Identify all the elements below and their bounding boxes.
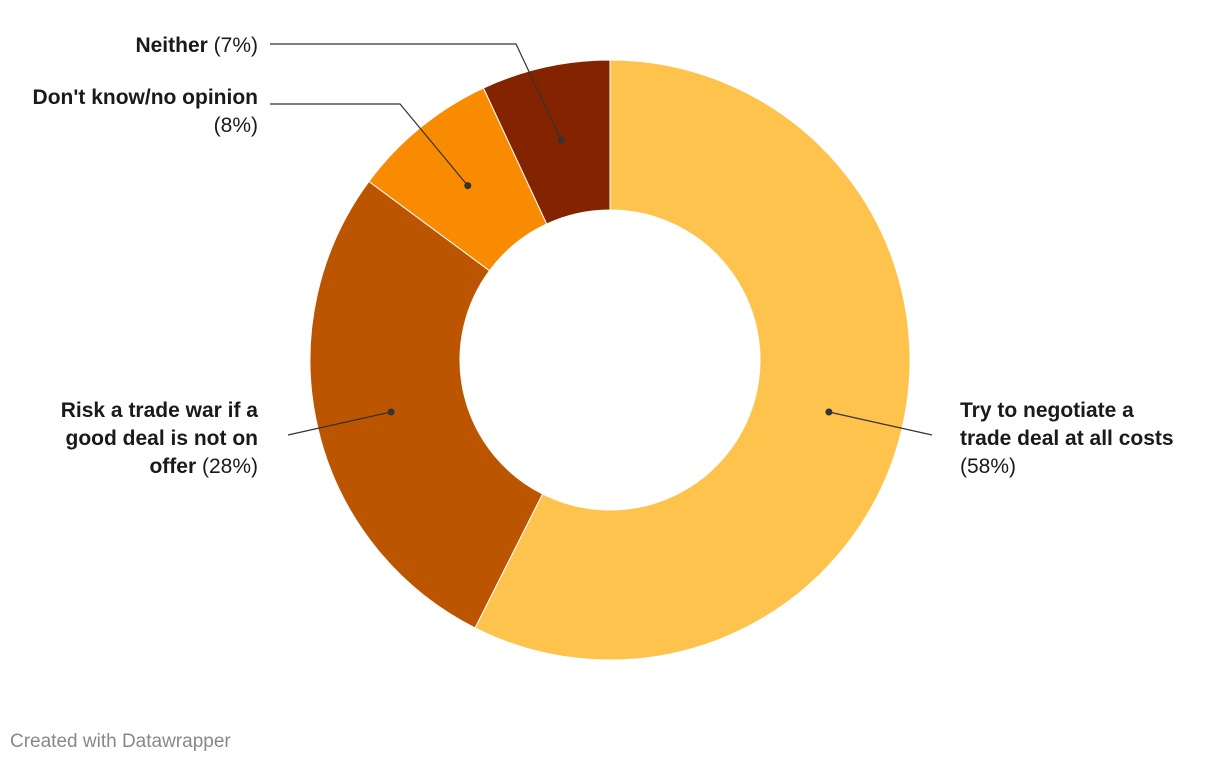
anchor-dot-don-t-know-no-opinion — [464, 182, 472, 190]
slice-try-to-negotiate-a-trade-deal-at-all-costs — [474, 59, 911, 661]
leader-line-don-t-know-no-opinion — [270, 103, 469, 187]
credit-footer: Created with Datawrapper — [10, 731, 231, 752]
anchor-dot-risk-a-trade-war-if-a-good-deal-is-not-on-offer — [387, 408, 395, 416]
label-don-t-know-no-opinion: Don't know/no opinion (8%) — [33, 86, 258, 137]
slice-neither — [482, 59, 611, 225]
leader-line-try-to-negotiate-a-trade-deal-at-all-costs — [828, 411, 933, 436]
label-risk-a-trade-war-if-a-good-deal-is-not-on-offer: Risk a trade war if a good deal is not on… — [61, 399, 259, 478]
slice-labels: Try to negotiate a trade deal at all cost… — [33, 34, 1174, 478]
anchor-dot-neither — [557, 136, 565, 144]
value-label-neither: (7%) — [208, 34, 258, 57]
leader-lines — [270, 43, 933, 436]
slices — [309, 59, 911, 661]
anchor-dot-try-to-negotiate-a-trade-deal-at-all-costs — [825, 408, 833, 416]
value-label-risk-a-trade-war-if-a-good-deal-is-not-on-offer: (28%) — [196, 455, 258, 478]
label-try-to-negotiate-a-trade-deal-at-all-costs: Try to negotiate a trade deal at all cost… — [960, 399, 1174, 478]
leader-line-risk-a-trade-war-if-a-good-deal-is-not-on-offer — [287, 411, 392, 436]
value-label-try-to-negotiate-a-trade-deal-at-all-costs: (58%) — [960, 455, 1016, 478]
label-neither: Neither (7%) — [135, 34, 258, 57]
slice-risk-a-trade-war-if-a-good-deal-is-not-on-offer — [309, 180, 544, 629]
leader-line-neither — [270, 43, 562, 141]
value-label-don-t-know-no-opinion: (8%) — [214, 114, 258, 137]
